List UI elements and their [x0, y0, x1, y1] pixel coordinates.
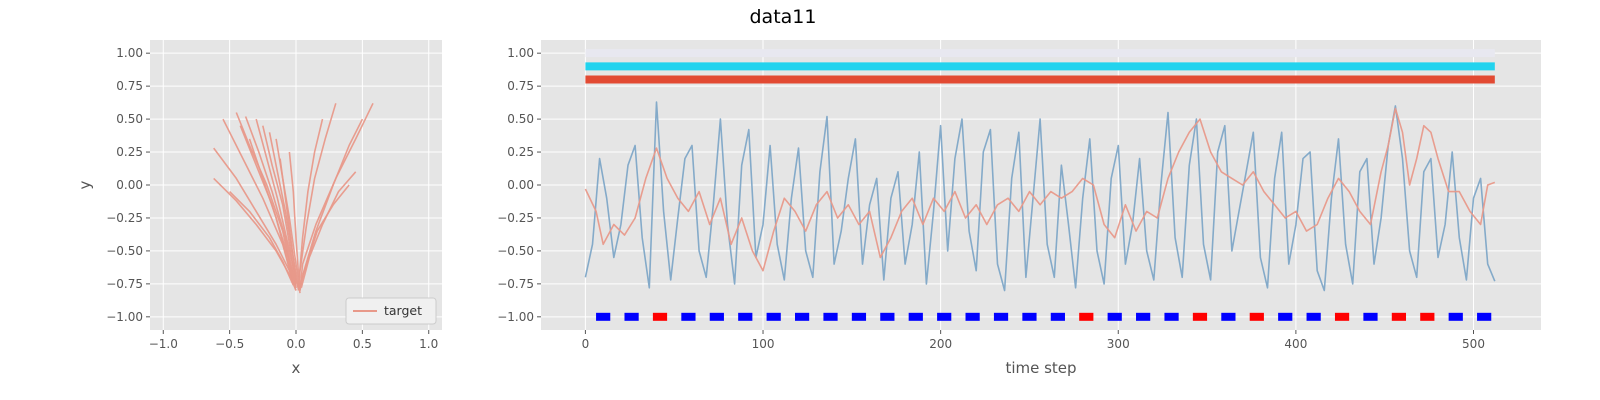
- x-tick-label: −0.5: [215, 337, 244, 351]
- event-marker: [596, 312, 611, 321]
- x-tick-label: 1.0: [419, 337, 438, 351]
- y-axis-label: y: [76, 180, 94, 189]
- event-marker: [823, 312, 838, 321]
- y-tick-label: 0.25: [507, 145, 534, 159]
- event-marker: [965, 312, 980, 321]
- y-tick-label: −1.00: [106, 310, 143, 324]
- event-marker: [794, 312, 810, 321]
- event-marker: [681, 312, 696, 321]
- right-chart-panel: 0 100 200 300 400 500 −1.00 −0.75 −0.50 −0.25 0.00…: [497, 40, 1541, 377]
- y-tick-label: −0.50: [106, 244, 143, 258]
- x-tick-label: 300: [1107, 337, 1130, 351]
- y-tick-label: 0.00: [116, 178, 143, 192]
- event-marker: [993, 312, 1009, 321]
- event-marker: [1050, 312, 1065, 321]
- x-tick-label: 200: [929, 337, 952, 351]
- legend-label: target: [384, 303, 422, 318]
- x-tick-label: 500: [1462, 337, 1485, 351]
- target-trajectory-line: [300, 171, 357, 289]
- x-axis-label: x: [292, 359, 301, 377]
- y-tick-label: 0.50: [507, 112, 534, 126]
- event-marker: [1022, 312, 1037, 321]
- event-marker: [937, 312, 952, 321]
- event-marker: [1079, 312, 1094, 321]
- y-tick-label: −0.75: [497, 277, 534, 291]
- legend-box: [345, 297, 437, 325]
- target-trajectory-line: [297, 118, 324, 284]
- event-marker: [1477, 312, 1492, 321]
- event-marker: [624, 312, 639, 321]
- time-series-line: [584, 101, 1496, 292]
- event-marker: [1221, 312, 1236, 321]
- x-tick-label: −1.0: [149, 337, 178, 351]
- time-series-line: [584, 107, 1496, 272]
- event-marker: [908, 312, 923, 321]
- event-marker: [880, 312, 895, 321]
- event-marker: [1448, 312, 1463, 321]
- event-marker: [851, 312, 867, 321]
- event-marker: [652, 312, 668, 321]
- x-tick-label: 100: [752, 337, 775, 351]
- event-marker: [1391, 312, 1407, 321]
- event-marker: [1420, 312, 1435, 321]
- x-tick-label: 400: [1284, 337, 1307, 351]
- target-trajectory-line: [244, 116, 297, 288]
- y-tick-label: 0.75: [507, 79, 534, 93]
- left-chart-panel: −1.0 −0.5 0.0 0.5 1.0 −1.00 −0.75 −0.50 −0.25 0.0…: [76, 40, 442, 377]
- target-trajectory-line: [229, 191, 295, 286]
- target-trajectory-line: [279, 158, 297, 280]
- event-marker: [1107, 312, 1122, 321]
- y-tick-label: 0.50: [116, 112, 143, 126]
- y-tick-label: −0.50: [497, 244, 534, 258]
- x-tick-label: 0: [582, 337, 590, 351]
- x-axis-label: time step: [1005, 359, 1076, 377]
- target-trajectory-line: [239, 125, 297, 285]
- x-tick-label: 0.0: [286, 337, 305, 351]
- target-trajectory-line: [297, 184, 350, 289]
- event-marker: [1334, 312, 1350, 321]
- event-marker: [766, 312, 781, 321]
- target-trajectory-line: [235, 112, 295, 281]
- y-tick-label: −0.25: [497, 211, 534, 225]
- target-trajectory-line: [299, 102, 374, 291]
- target-trajectory-line: [262, 125, 297, 288]
- figure-title: data11: [750, 6, 817, 28]
- event-marker: [1278, 312, 1293, 321]
- event-marker: [709, 312, 724, 321]
- y-tick-label: 1.00: [116, 46, 143, 60]
- x-tick-label: 0.5: [353, 337, 372, 351]
- event-marker: [1363, 312, 1378, 321]
- event-marker: [1192, 312, 1208, 321]
- y-tick-label: 1.00: [507, 46, 534, 60]
- event-marker: [738, 312, 753, 321]
- y-tick-label: −1.00: [497, 310, 534, 324]
- event-marker: [1164, 312, 1179, 321]
- y-tick-label: −0.25: [106, 211, 143, 225]
- event-marker: [1249, 312, 1264, 321]
- event-marker: [1306, 312, 1321, 321]
- y-tick-label: 0.25: [116, 145, 143, 159]
- y-tick-label: −0.75: [106, 277, 143, 291]
- y-tick-label: 0.00: [507, 178, 534, 192]
- y-tick-label: 0.75: [116, 79, 143, 93]
- target-trajectory-line: [288, 151, 300, 278]
- event-marker: [1136, 312, 1151, 321]
